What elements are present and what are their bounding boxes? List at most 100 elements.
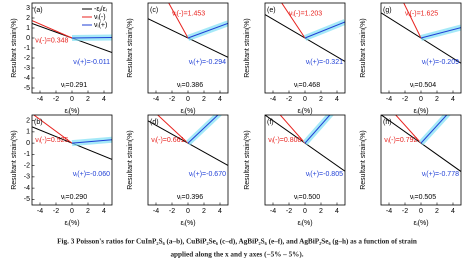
caption-line: Fig. 3 Poisson's ratios for CuInP₂S₆ (a–… (57, 238, 417, 246)
y-tick-label: -4 (24, 185, 30, 192)
y-tick-label: 2 (26, 15, 30, 22)
x-tick-label: 4 (218, 96, 222, 103)
y-tick-label: 0 (26, 35, 30, 42)
annotation: νᵢ=0.290 (61, 194, 87, 201)
y-tick-label: -4 (24, 75, 30, 82)
annotation: νᵢ(+)=-0.294 (189, 59, 226, 66)
y-tick-label: -3 (24, 65, 30, 72)
plot-frame (380, 114, 462, 206)
annotation: νᵢ(-)=0.792 (384, 137, 417, 144)
series-line (168, 3, 189, 39)
y-tick-label: 1 (26, 129, 30, 136)
x-axis-label: εᵢ(%) (64, 108, 79, 115)
series-line (304, 115, 331, 144)
plot (381, 3, 461, 64)
x-tick-label: -2 (402, 96, 408, 103)
x-tick-label: -2 (286, 208, 292, 215)
x-axis-label: εᵢ(%) (413, 220, 428, 227)
annotation: νᵢ(+)=-0.011 (73, 59, 110, 66)
annotation: νᵢ(-)=0.808 (268, 137, 301, 144)
series-line (304, 21, 345, 39)
y-axis-label: Resultant strain(%) (244, 130, 251, 190)
series-line (420, 27, 461, 39)
y-axis-label: Resultant strain(%) (127, 18, 134, 78)
y-tick-label: -1 (24, 45, 30, 52)
plot-frame (264, 114, 346, 206)
legend-label: -εⱼ/εᵢ (94, 6, 107, 13)
series-line (395, 115, 422, 144)
x-tick-label: 2 (202, 208, 206, 215)
x-tick-label: -4 (37, 96, 43, 103)
series-line (71, 36, 112, 39)
y-tick-label: -3 (24, 174, 30, 181)
annotation: νᵢ=0.500 (294, 194, 320, 201)
annotation: νᵢ(-)=0.525 (35, 137, 68, 144)
x-tick-label: 2 (319, 208, 323, 215)
annotation: νᵢ(+)=-0.209 (422, 59, 459, 66)
x-tick-label: -2 (53, 96, 59, 103)
x-tick-label: 0 (419, 96, 423, 103)
y-tick-label: -5 (24, 196, 30, 203)
annotation: νᵢ(+)=-0.778 (422, 171, 459, 178)
x-tick-label: 2 (435, 96, 439, 103)
x-axis-label: εᵢ(%) (180, 220, 195, 227)
annotation: νᵢ(+)=-0.060 (73, 171, 110, 178)
y-tick-label: 2 (26, 117, 30, 124)
annotation: νᵢ(-)=1.625 (405, 11, 438, 18)
x-tick-label: -4 (386, 208, 392, 215)
x-tick-label: 4 (335, 96, 339, 103)
series-line (33, 115, 73, 144)
x-tick-label: 2 (86, 208, 90, 215)
annotation: νᵢ=0.386 (177, 82, 203, 89)
x-tick-label: -2 (402, 208, 408, 215)
annotation: νᵢ=0.291 (61, 82, 87, 89)
x-axis-label: εᵢ(%) (180, 108, 195, 115)
panel-label: (f) (267, 119, 274, 126)
panel-label: (a) (34, 7, 43, 14)
x-tick-label: -4 (153, 208, 159, 215)
series-line (187, 115, 219, 144)
x-tick-label: -2 (169, 96, 175, 103)
plot-frame (147, 114, 229, 206)
x-axis-label: εᵢ(%) (413, 108, 428, 115)
annotation: νᵢ(-)=0.348 (35, 38, 68, 45)
plot (148, 115, 228, 166)
series-line (32, 20, 73, 39)
x-tick-label: 0 (303, 96, 307, 103)
x-tick-label: 2 (202, 96, 206, 103)
x-tick-label: 2 (435, 208, 439, 215)
annotation: νᵢ=0.505 (410, 194, 436, 201)
legend-label: νᵢ(-) (94, 14, 106, 21)
series-line (420, 115, 448, 144)
x-tick-label: -2 (286, 96, 292, 103)
annotation: νᵢ(-)=0.661 (151, 137, 184, 144)
series-line (281, 3, 306, 39)
x-tick-label: -4 (37, 208, 43, 215)
annotation: νᵢ(-)=1.453 (172, 11, 205, 18)
series-line (71, 139, 112, 144)
series-line (187, 22, 228, 39)
panel-label: (e) (267, 7, 276, 14)
series-line (157, 115, 189, 144)
y-tick-label: -2 (24, 162, 30, 169)
plot (265, 115, 345, 172)
y-axis-label: Resultant strain(%) (127, 130, 134, 190)
x-tick-label: 0 (186, 96, 190, 103)
x-tick-label: 2 (86, 96, 90, 103)
panel-label: (b) (34, 119, 43, 126)
x-tick-label: 4 (218, 208, 222, 215)
panel-label: (d) (150, 119, 159, 126)
x-tick-label: 2 (319, 96, 323, 103)
plot (381, 115, 461, 172)
y-axis-label: Resultant strain(%) (11, 130, 18, 190)
plot (32, 115, 112, 160)
annotation: νᵢ(+)=-0.805 (306, 171, 343, 178)
x-axis-label: εᵢ(%) (64, 220, 79, 227)
x-tick-label: 0 (303, 208, 307, 215)
plot (148, 3, 228, 58)
x-tick-label: -2 (169, 208, 175, 215)
x-tick-label: 4 (451, 96, 455, 103)
y-tick-label: -1 (24, 151, 30, 158)
x-tick-label: -4 (270, 96, 276, 103)
